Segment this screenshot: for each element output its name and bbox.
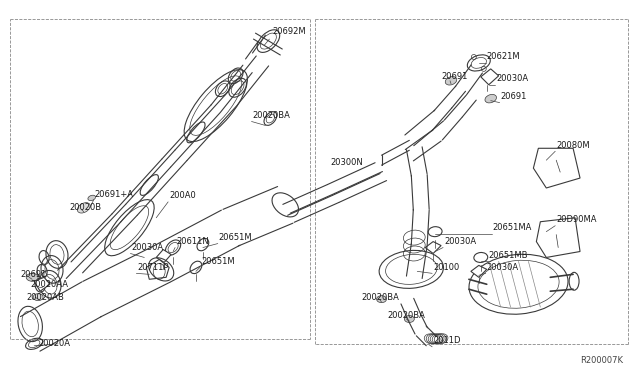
Text: 20651M: 20651M <box>219 233 252 242</box>
Text: 20300N: 20300N <box>330 158 363 167</box>
Text: 20651M: 20651M <box>201 257 234 266</box>
Text: 20020A: 20020A <box>38 339 70 348</box>
Ellipse shape <box>77 203 90 213</box>
Text: 20621M: 20621M <box>487 52 520 61</box>
Polygon shape <box>156 250 171 262</box>
Text: 20651MB: 20651MB <box>489 251 528 260</box>
Ellipse shape <box>376 296 387 303</box>
Text: R200007K: R200007K <box>580 356 623 365</box>
Text: 20692M: 20692M <box>273 27 306 36</box>
Polygon shape <box>481 69 499 85</box>
Polygon shape <box>536 218 580 257</box>
Text: 20080M: 20080M <box>556 141 590 150</box>
Text: 20691: 20691 <box>441 72 467 81</box>
Polygon shape <box>34 277 50 291</box>
Text: 20030A: 20030A <box>444 237 476 246</box>
Text: 20711P: 20711P <box>138 263 169 272</box>
Polygon shape <box>147 259 169 279</box>
Ellipse shape <box>485 94 497 103</box>
Text: 20651MA: 20651MA <box>493 223 532 232</box>
Text: 20030A: 20030A <box>487 263 519 272</box>
Text: 20030A: 20030A <box>131 243 164 252</box>
Text: 20020B: 20020B <box>70 203 102 212</box>
Text: 20611N: 20611N <box>176 237 209 246</box>
Text: 2011D: 2011D <box>433 336 461 345</box>
Text: 200A0: 200A0 <box>169 192 196 201</box>
Polygon shape <box>425 241 441 253</box>
Text: 20030A: 20030A <box>497 74 529 83</box>
Text: 20020AA: 20020AA <box>30 280 68 289</box>
Ellipse shape <box>404 315 414 323</box>
Ellipse shape <box>445 77 457 85</box>
Text: 20020BA: 20020BA <box>362 293 399 302</box>
Text: 20D90MA: 20D90MA <box>556 215 596 224</box>
Text: 20100: 20100 <box>433 263 460 272</box>
Text: 20691: 20691 <box>500 92 527 101</box>
Ellipse shape <box>88 195 95 201</box>
Text: 20020BA: 20020BA <box>253 111 291 120</box>
Polygon shape <box>533 148 580 188</box>
Text: 20691+A: 20691+A <box>95 190 134 199</box>
Text: 20020AB: 20020AB <box>26 293 64 302</box>
Ellipse shape <box>26 273 38 281</box>
Polygon shape <box>471 265 487 277</box>
Text: 20020BA: 20020BA <box>387 311 426 320</box>
Ellipse shape <box>33 294 43 301</box>
Text: 20691: 20691 <box>20 270 47 279</box>
